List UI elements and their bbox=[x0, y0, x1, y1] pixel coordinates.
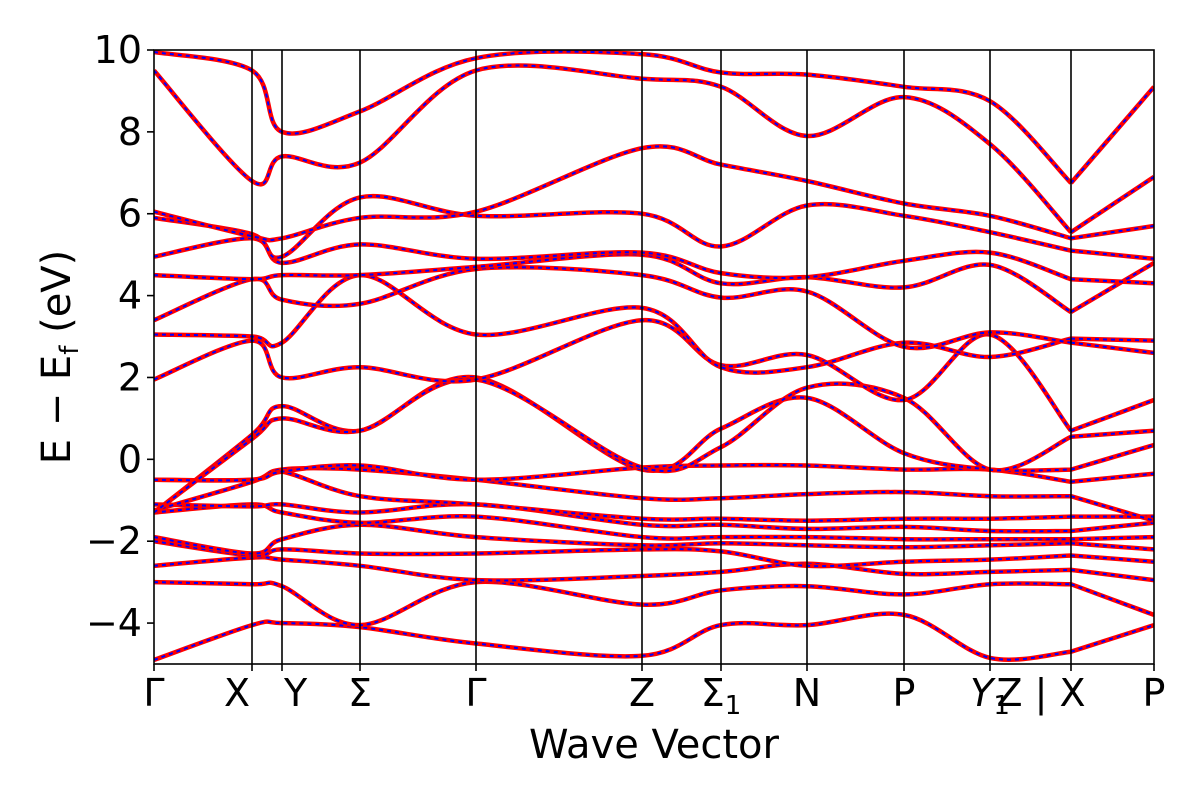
y-axis-ticks: −4 −2 0 2 4 6 8 10 bbox=[86, 28, 154, 645]
x-tick-label: Σ bbox=[348, 671, 372, 715]
y-tick-label: 10 bbox=[94, 28, 142, 72]
y-axis-label-subscript: f bbox=[55, 345, 85, 355]
x-axis-label: Wave Vector bbox=[529, 722, 780, 768]
band-11-dashed-line bbox=[154, 376, 1154, 514]
band-14-dashed-line bbox=[154, 274, 1154, 374]
band-8-dashed-line bbox=[154, 470, 1154, 522]
band-lines bbox=[154, 50, 1154, 663]
band-20-dashed-line bbox=[154, 64, 1154, 234]
band-11-line bbox=[154, 374, 1154, 515]
y-tick-label: 2 bbox=[118, 355, 142, 399]
band-2-line bbox=[154, 579, 1154, 628]
x-tick-label: Z bbox=[629, 671, 655, 715]
y-tick-label: 4 bbox=[118, 274, 142, 318]
band-9-dashed-line bbox=[154, 467, 1154, 522]
band-21-line bbox=[154, 50, 1154, 185]
x-tick-label: Γ bbox=[143, 671, 164, 715]
band-14-line bbox=[154, 272, 1154, 375]
x-tick-label: P bbox=[893, 671, 916, 715]
band-6-dashed-line bbox=[154, 503, 1154, 541]
band-15-dashed-line bbox=[154, 266, 1154, 354]
x-tick-label: Σ1 bbox=[701, 671, 742, 721]
y-tick-label: 0 bbox=[118, 437, 142, 481]
band-21-dashed-line bbox=[154, 50, 1154, 184]
y-axis-label-unit: (eV) bbox=[34, 250, 80, 346]
x-tick-label: X bbox=[224, 671, 250, 715]
x-axis-ticks: Γ X Y Σ Γ Z Σ1 N P Y1Z | X P bbox=[143, 664, 1165, 721]
band-12-line bbox=[154, 376, 1154, 515]
band-2-dashed-line bbox=[154, 580, 1154, 627]
high-symmetry-lines bbox=[251, 50, 1072, 664]
x-tick-label: P bbox=[1143, 671, 1166, 715]
band-17-dashed-line bbox=[154, 237, 1154, 285]
y-axis-label: E − Ef (eV) bbox=[34, 250, 85, 465]
band-19-dashed-line bbox=[154, 145, 1154, 242]
band-18-dashed-line bbox=[154, 195, 1154, 260]
band-18-line bbox=[154, 193, 1154, 262]
x-tick-label: Z | X bbox=[996, 671, 1085, 716]
x-tick-label: Y1 bbox=[970, 671, 1010, 721]
y-tick-label: 8 bbox=[118, 110, 142, 154]
x-tick-label: Γ bbox=[465, 671, 486, 715]
plot-frame bbox=[153, 49, 1155, 665]
y-tick-label: −4 bbox=[86, 601, 142, 645]
y-tick-label: 6 bbox=[118, 192, 142, 236]
x-tick-label: N bbox=[793, 671, 821, 715]
band-1-line bbox=[154, 611, 1154, 663]
y-axis-label-main: E − E bbox=[34, 355, 80, 465]
x-tick-label: Y bbox=[283, 671, 308, 715]
y-tick-label: −2 bbox=[86, 519, 142, 563]
band-12-dashed-line bbox=[154, 378, 1154, 514]
